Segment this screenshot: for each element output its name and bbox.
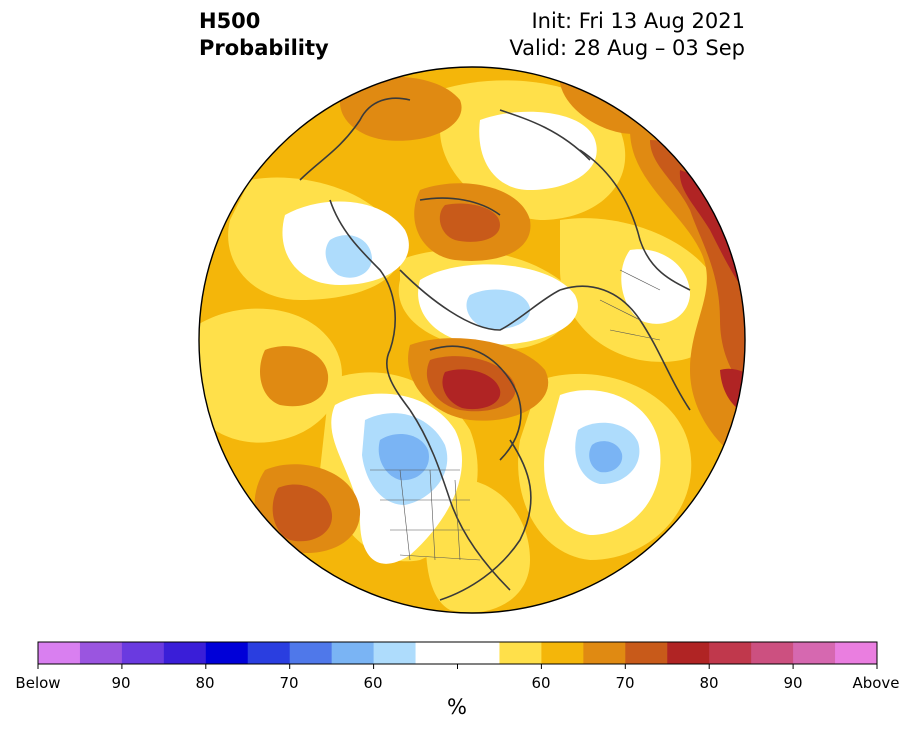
colorbar-unit: % xyxy=(447,695,467,719)
colorbar-swatch xyxy=(38,642,81,664)
colorbar-swatch xyxy=(247,642,291,664)
colorbar-swatch xyxy=(541,642,584,664)
colorbar-label: 70 xyxy=(615,674,635,692)
colorbar-swatch xyxy=(793,642,836,664)
valid-range: Valid: 28 Aug – 03 Sep xyxy=(509,36,745,60)
borders xyxy=(370,269,661,561)
colorbar-swatch xyxy=(121,642,165,664)
colorbar-swatch xyxy=(289,642,333,664)
colorbar-label: 90 xyxy=(783,674,803,692)
colorbar-label: 90 xyxy=(111,674,131,692)
colorbar-swatch xyxy=(205,642,249,664)
colorbar-label: 80 xyxy=(699,674,719,692)
colorbar-swatch xyxy=(163,642,207,664)
colorbar-swatch xyxy=(415,642,458,664)
globe-outline xyxy=(198,66,746,614)
colorbar-label: 70 xyxy=(279,674,299,692)
colorbar-label: 60 xyxy=(531,674,551,692)
probability-field xyxy=(199,67,745,613)
colorbar-label-below: Below xyxy=(15,674,61,692)
colorbar xyxy=(37,641,878,669)
map-title: H500 Probability xyxy=(199,8,329,62)
colorbar-label: 80 xyxy=(195,674,215,692)
colorbar-swatch xyxy=(499,642,542,664)
colorbar-swatch xyxy=(79,642,123,664)
init-date: Init: Fri 13 Aug 2021 xyxy=(531,9,745,33)
variable-label: H500 xyxy=(199,9,261,33)
colorbar-swatch xyxy=(667,642,710,664)
colorbar-swatch xyxy=(835,642,878,664)
colorbar-swatch xyxy=(625,642,668,664)
colorbar-swatch xyxy=(457,642,500,664)
colorbar-swatch xyxy=(583,642,626,664)
product-label: Probability xyxy=(199,36,329,60)
colorbar-label-above: Above xyxy=(852,674,900,692)
colorbar-swatch xyxy=(331,642,375,664)
colorbar-swatch xyxy=(709,642,752,664)
colorbar-swatch xyxy=(751,642,794,664)
date-info: Init: Fri 13 Aug 2021 Valid: 28 Aug – 03… xyxy=(509,8,745,62)
colorbar-label: 60 xyxy=(363,674,383,692)
colorbar-swatch xyxy=(373,642,417,664)
